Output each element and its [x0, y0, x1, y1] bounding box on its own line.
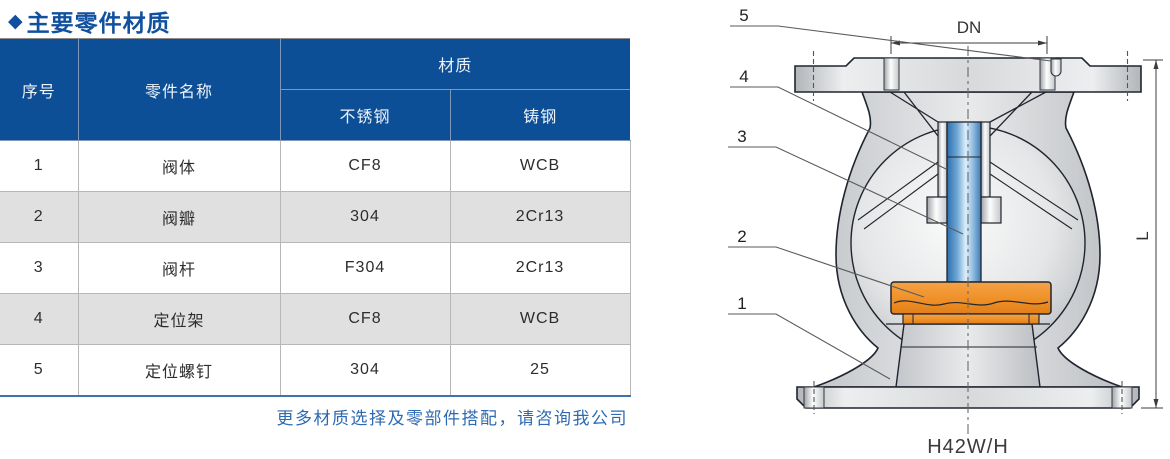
materials-note: 更多材质选择及零部件搭配，请咨询我公司 — [276, 409, 628, 428]
table-row: 3 阀杆 F304 2Cr13 — [0, 242, 631, 294]
callouts: 5 4 3 2 1 — [728, 6, 1052, 380]
header-no: 序号 — [0, 38, 79, 141]
svg-text:5: 5 — [739, 6, 748, 25]
guide-frame — [857, 91, 1079, 230]
table-row: 2 阀瓣 304 2Cr13 — [0, 191, 631, 243]
callout-1: 1 — [728, 294, 891, 380]
cell-no: 2 — [0, 191, 79, 243]
cell-cast: 2Cr13 — [449, 191, 631, 243]
cell-no: 1 — [0, 140, 79, 192]
cell-cast: WCB — [449, 293, 631, 345]
model-label: H42W/H — [927, 436, 1009, 458]
svg-text:1: 1 — [737, 294, 746, 313]
cell-part-name: 定位螺钉 — [77, 344, 281, 397]
cell-part-name: 阀体 — [77, 140, 281, 192]
cell-part-name: 阀瓣 — [77, 191, 281, 243]
cell-stainless: 304 — [279, 191, 451, 243]
cell-no: 5 — [0, 344, 79, 397]
dimension-dn: DN — [890, 18, 1048, 54]
table-row: 5 定位螺钉 304 25 — [0, 344, 631, 397]
diamond-bullet-icon: ◆ — [8, 10, 24, 32]
l-label: L — [1133, 231, 1152, 240]
callout-4: 4 — [730, 67, 947, 170]
top-flange — [794, 51, 1142, 101]
cell-cast: WCB — [449, 140, 631, 192]
cell-stainless: CF8 — [279, 140, 451, 192]
table-row: 1 阀体 CF8 WCB — [0, 140, 631, 192]
cell-stainless: CF8 — [279, 293, 451, 345]
cell-stainless: 304 — [279, 344, 451, 397]
dn-label: DN — [957, 18, 982, 37]
callout-2: 2 — [728, 227, 925, 298]
cell-part-name: 阀杆 — [77, 242, 281, 294]
dimension-l: L — [1133, 59, 1163, 409]
materials-table-header: 序号 零件名称 材质 不锈钢 铸钢 — [0, 38, 631, 141]
valve-stem — [946, 121, 982, 283]
svg-text:4: 4 — [739, 67, 748, 86]
table-row: 4 定位架 CF8 WCB — [0, 293, 631, 345]
cell-cast: 2Cr13 — [449, 242, 631, 294]
svg-text:2: 2 — [737, 227, 746, 246]
page-title: ◆ 主要零件材质 — [8, 4, 171, 38]
valve-section-drawing: DN L 5 4 3 2 — [728, 6, 1163, 458]
header-cast-steel: 铸钢 — [449, 89, 631, 141]
page-title-text: 主要零件材质 — [26, 10, 171, 36]
materials-table: 序号 零件名称 材质 不锈钢 铸钢 1 阀体 CF8 WCB 2 阀瓣 304 … — [0, 38, 631, 397]
cell-no: 4 — [0, 293, 79, 345]
positioning-screw — [1050, 58, 1062, 77]
valve-disc — [890, 281, 1052, 325]
callout-5: 5 — [730, 6, 1052, 62]
cell-stainless: F304 — [279, 242, 451, 294]
cell-no: 3 — [0, 242, 79, 294]
svg-text:3: 3 — [737, 127, 746, 146]
callout-3: 3 — [728, 127, 964, 235]
header-stainless-steel: 不锈钢 — [280, 89, 451, 141]
header-part-name: 零件名称 — [77, 38, 281, 141]
cell-part-name: 定位架 — [77, 293, 281, 345]
cell-cast: 25 — [449, 344, 631, 397]
header-material: 材质 — [279, 38, 631, 90]
